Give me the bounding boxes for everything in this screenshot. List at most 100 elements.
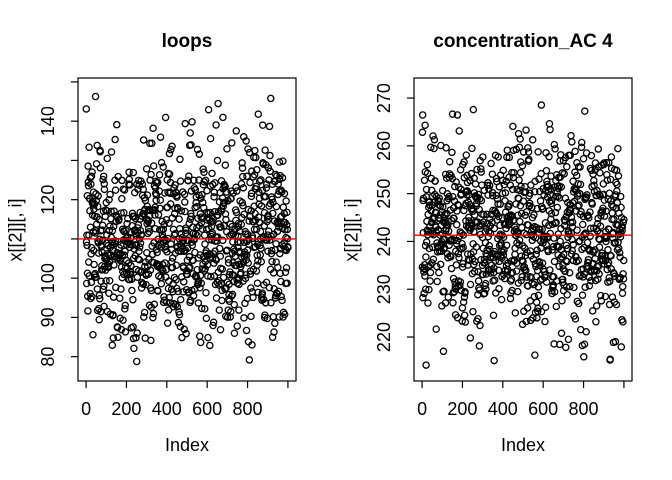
data-point [421,272,429,280]
data-point [132,357,141,366]
data-point [156,196,165,204]
data-point [463,187,472,195]
data-point [611,337,620,346]
y-tick-label: 100 [38,263,58,293]
data-point [418,128,427,137]
data-point [226,313,234,321]
data-point [257,176,265,184]
data-point [195,332,204,340]
data-point [159,163,167,171]
data-point [180,325,188,334]
data-point [196,338,205,347]
data-point [453,111,462,119]
data-point [274,219,283,228]
data-point [230,329,239,338]
data-point [570,283,578,292]
data-point [606,277,614,285]
data-point [129,295,137,304]
data-point [141,262,149,271]
data-point [560,221,569,230]
data-point [519,148,528,156]
data-point [221,285,229,293]
data-point [149,313,157,322]
data-point [94,192,102,200]
data-point [501,189,510,197]
data-point [247,192,256,201]
data-point [456,281,464,290]
data-point [114,172,122,181]
x-tick-label: 400 [152,399,182,419]
data-point [108,226,117,235]
data-point [460,206,468,215]
data-point [197,304,206,313]
data-point [280,310,289,319]
data-point [482,285,490,293]
data-point [153,178,162,187]
data-point [588,200,596,208]
data-point [123,233,132,242]
data-point [528,136,537,144]
data-point [222,215,230,224]
data-point [269,209,277,218]
data-point [268,195,276,204]
data-point [495,284,503,293]
data-point [147,219,156,227]
data-point [527,181,535,189]
data-point [499,176,507,185]
data-point [475,342,484,350]
data-point [533,204,542,213]
data-point [525,199,534,208]
data-point [280,189,289,198]
data-point [547,196,556,205]
data-point [464,213,473,222]
data-point [109,293,118,301]
data-point [133,329,141,337]
data-point [229,189,237,197]
data-point [566,151,574,160]
data-point [119,316,127,324]
data-point [508,268,517,277]
data-point [121,247,129,256]
data-point [585,281,594,290]
data-point [128,286,136,295]
data-point [177,230,185,238]
data-point [448,148,456,157]
data-point [597,211,605,220]
data-point [98,226,106,234]
data-point [568,235,576,244]
data-point [111,135,119,144]
data-point [180,190,189,199]
data-point [278,174,287,182]
data-point [532,298,541,307]
data-point [530,211,538,219]
data-point [136,226,145,235]
data-point [87,278,96,287]
data-point [430,144,438,153]
data-point [526,189,534,197]
data-point [144,270,153,278]
data-point [103,154,112,163]
data-point [271,319,279,328]
data-point [96,164,105,172]
data-point [242,251,251,259]
data-point [607,153,616,161]
data-point [534,283,543,291]
data-point [619,275,628,283]
data-point [105,277,114,285]
data-point [581,283,589,291]
data-point [246,178,254,187]
data-point [202,288,210,297]
data-point [94,249,103,257]
data-point [558,297,566,305]
plot-box [77,77,297,382]
data-point [153,248,161,257]
data-point [500,274,509,283]
data-point [560,250,568,259]
data-point [238,159,246,167]
data-point [525,155,533,164]
data-point [581,107,589,115]
data-point [533,307,542,315]
data-point [188,118,196,126]
data-point [107,148,116,156]
data-point [541,271,549,279]
